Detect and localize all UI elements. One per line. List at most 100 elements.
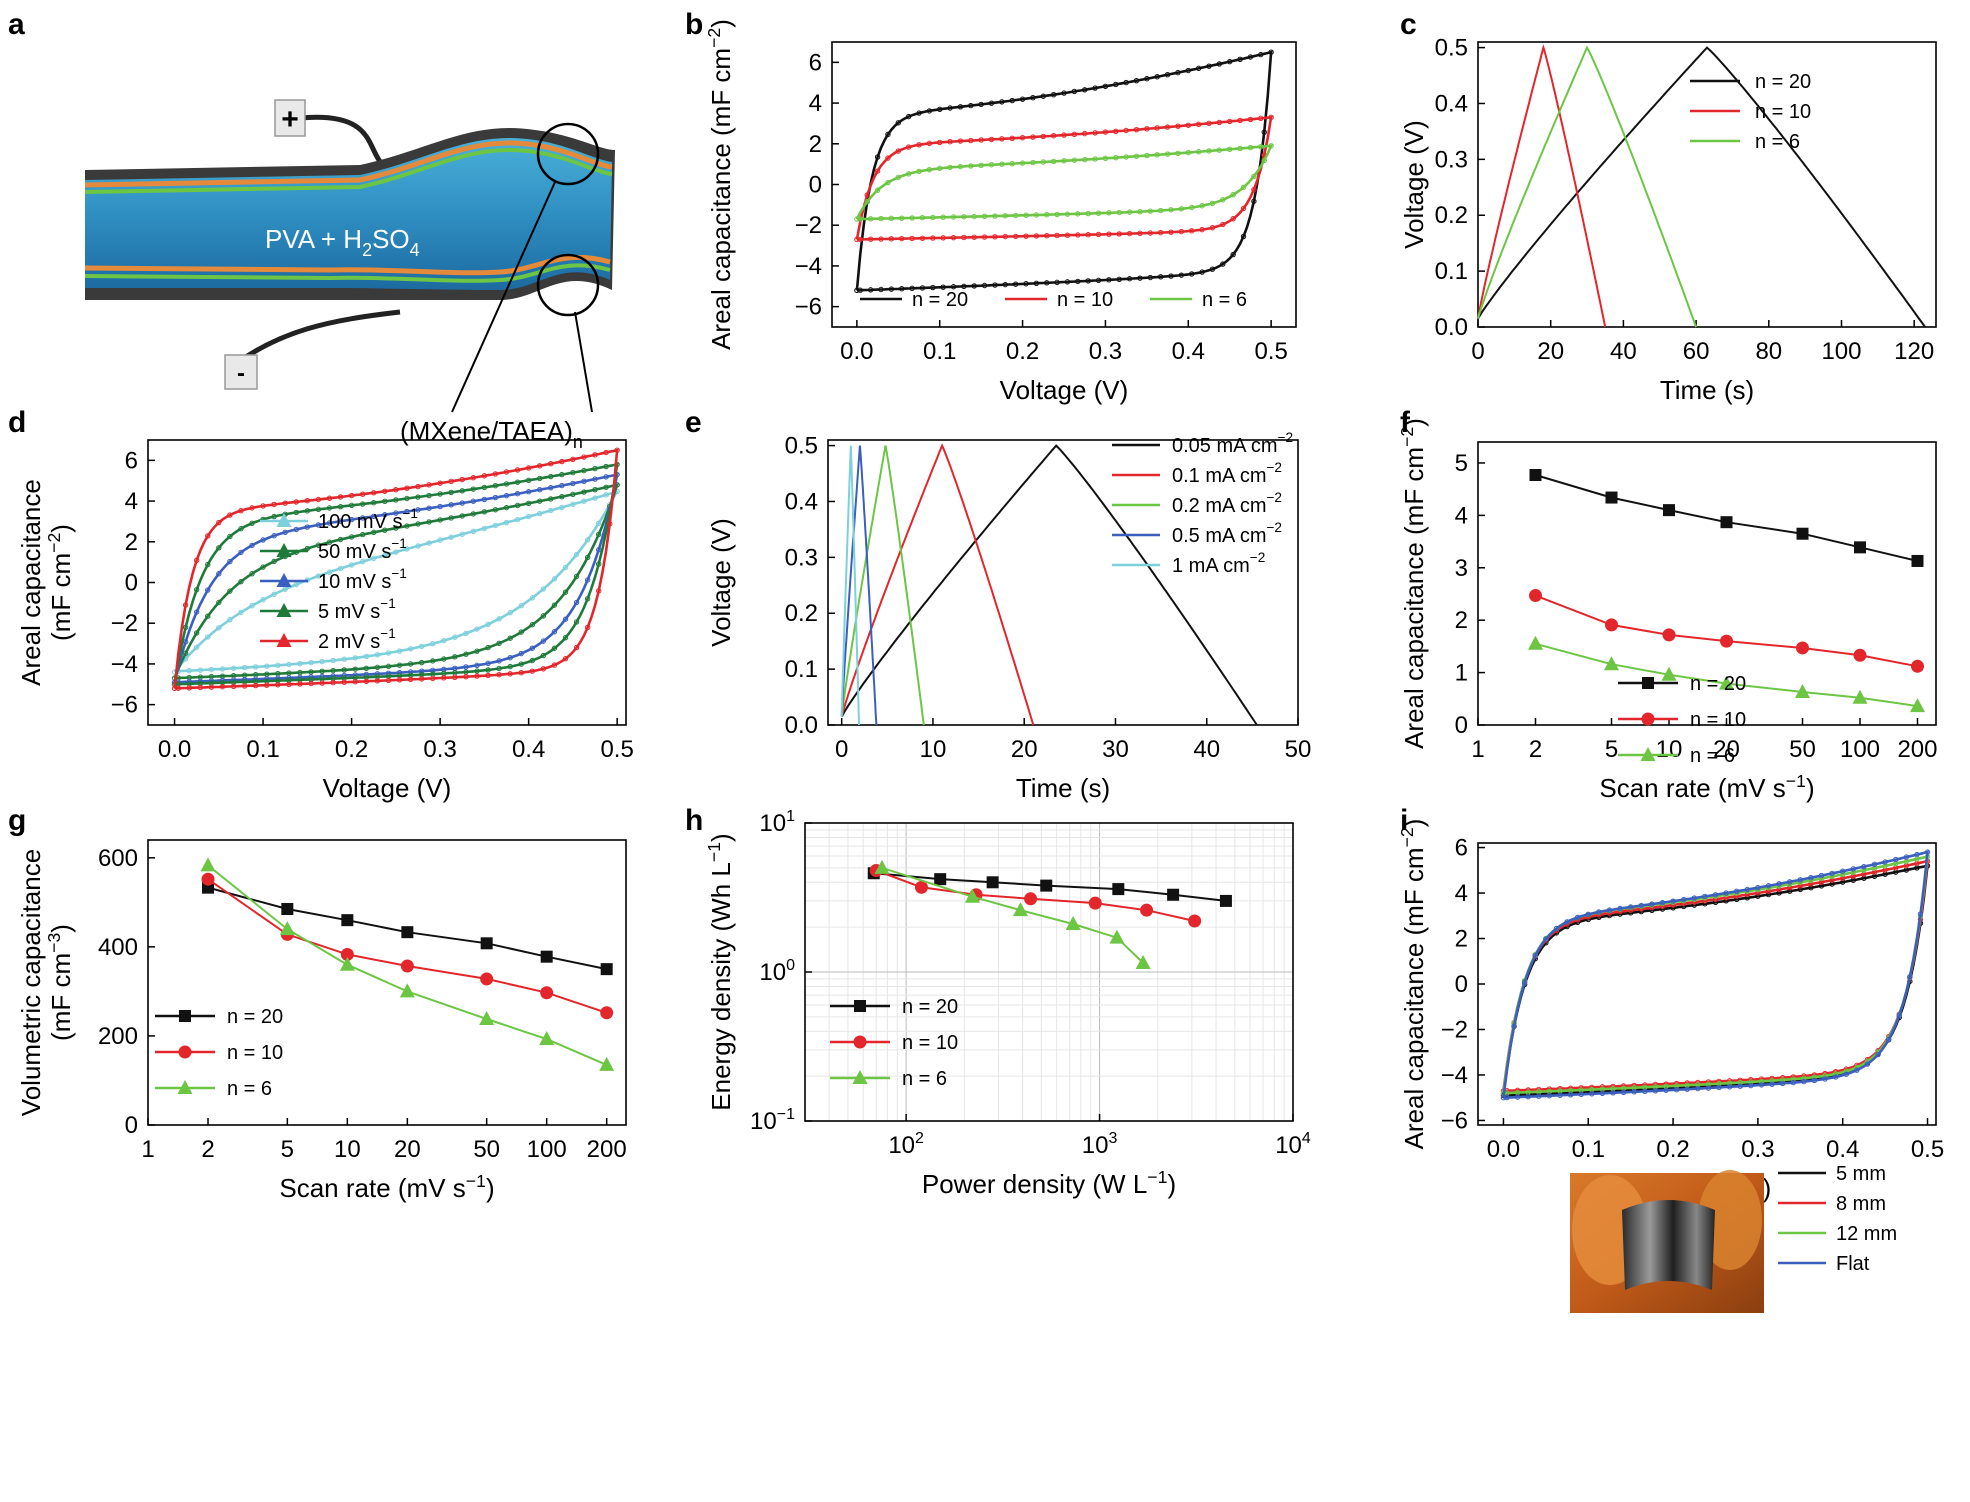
series-marker — [415, 543, 421, 549]
y-tick-label: 6 — [809, 49, 822, 76]
data-point — [1605, 618, 1619, 632]
series-marker — [374, 678, 381, 684]
series-marker — [1818, 879, 1825, 885]
zoom-circle-top — [536, 122, 600, 186]
series-marker — [1843, 1071, 1849, 1077]
series-marker — [459, 500, 465, 506]
y-tick-label: 6 — [125, 447, 138, 474]
data-point — [480, 972, 494, 986]
series-marker — [1012, 212, 1019, 219]
x-tick-label: 5 — [1605, 736, 1618, 763]
series-marker — [874, 154, 881, 160]
series-marker — [1113, 128, 1119, 135]
series-marker — [1258, 144, 1264, 150]
series-line — [840, 445, 878, 726]
panel-letter: f — [1400, 406, 1411, 439]
legend-marker — [853, 1035, 867, 1049]
series-marker — [1116, 209, 1122, 216]
series-marker — [1126, 230, 1133, 237]
series-marker — [371, 490, 377, 496]
series-marker — [452, 654, 458, 660]
series-marker — [1030, 95, 1036, 101]
series-marker — [1123, 127, 1129, 134]
series-marker — [867, 216, 874, 222]
series-marker — [418, 643, 425, 650]
legend: n = 20 n = 10 n = 6 — [155, 1006, 283, 1100]
series-marker — [1882, 863, 1888, 869]
series-marker — [864, 192, 870, 198]
data-point — [1219, 894, 1232, 907]
series-marker — [1199, 269, 1205, 275]
series-marker — [584, 537, 591, 543]
series-marker — [193, 557, 200, 563]
series-marker — [492, 522, 499, 529]
series-marker — [1744, 886, 1750, 893]
y-tick-label: −4 — [795, 253, 822, 280]
series-marker — [208, 666, 215, 673]
series-marker — [1054, 211, 1060, 218]
x-tick-label: 0 — [1471, 338, 1484, 365]
x-tick-label: 102 — [888, 1130, 924, 1159]
series-marker — [430, 667, 436, 674]
series-marker — [485, 672, 491, 679]
series-marker — [525, 465, 532, 471]
y-tick-label: −2 — [795, 212, 822, 239]
series-marker — [957, 138, 964, 144]
series-marker — [878, 236, 884, 242]
series-marker — [315, 573, 322, 579]
series-marker — [496, 658, 502, 664]
y-tick-label: 1 — [1455, 660, 1468, 687]
series-marker — [1504, 1094, 1510, 1101]
series-marker — [551, 576, 558, 582]
series-marker — [888, 215, 895, 222]
data-point — [599, 1056, 615, 1071]
series-marker — [474, 648, 480, 654]
series-marker — [529, 595, 536, 601]
series-marker — [315, 506, 322, 513]
series-marker — [219, 666, 226, 672]
y-axis-label: Voltage (V) — [1399, 120, 1429, 249]
series-marker — [1620, 1089, 1627, 1096]
series-marker — [1599, 1090, 1606, 1097]
series-marker — [1189, 204, 1195, 211]
series-marker — [1189, 271, 1195, 277]
x-axis-label: Voltage (V) — [1000, 375, 1129, 405]
series-marker — [371, 529, 377, 536]
series-marker — [1691, 895, 1697, 901]
bottom-film-layer-2 — [84, 263, 611, 283]
series-marker — [249, 542, 255, 549]
series-marker — [1695, 1082, 1701, 1088]
series-marker — [1680, 896, 1687, 903]
series-marker — [885, 131, 891, 138]
series-marker — [592, 476, 598, 482]
series-marker — [1829, 881, 1835, 887]
plot-frame — [1477, 441, 1937, 726]
x-tick-label: 103 — [1082, 1130, 1118, 1159]
series-marker — [1758, 1078, 1765, 1085]
data-point — [1604, 656, 1620, 671]
legend-marker — [1641, 712, 1655, 726]
series-marker — [1216, 119, 1223, 126]
series-marker — [540, 652, 547, 659]
series-marker — [1553, 925, 1560, 932]
series-marker — [407, 661, 414, 667]
series-marker — [1154, 152, 1160, 158]
data-point — [1109, 929, 1125, 944]
y-tick-label: −6 — [795, 294, 822, 321]
legend-marker — [179, 1010, 191, 1022]
legend-marker — [276, 513, 292, 527]
series-marker — [1808, 875, 1814, 881]
x-tick-label: 0 — [835, 736, 848, 763]
series-marker — [1822, 1076, 1828, 1082]
series-marker — [1755, 884, 1761, 891]
x-tick-label: 10 — [920, 736, 947, 763]
series-marker — [205, 634, 211, 640]
series-marker — [382, 488, 388, 494]
series-marker — [1102, 83, 1109, 89]
series-marker — [216, 519, 222, 526]
series-marker — [1716, 1084, 1722, 1091]
legend-label: 0.2 mA cm−2​ — [1172, 490, 1282, 517]
series-marker — [957, 163, 964, 170]
series-marker — [1012, 281, 1019, 287]
plot-frame — [1477, 41, 1937, 328]
